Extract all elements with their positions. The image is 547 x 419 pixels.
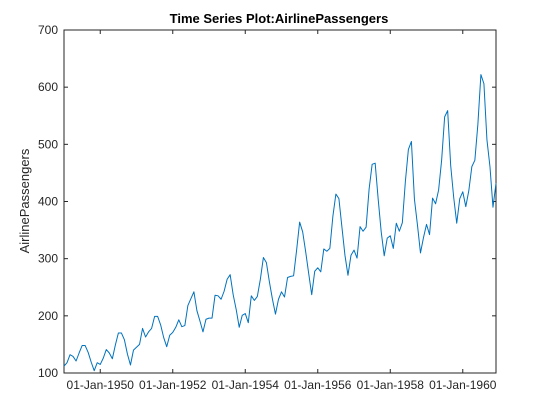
x-tick-label: 01-Jan-1950	[67, 378, 135, 392]
y-tick-label: 700	[38, 23, 58, 37]
chart-title: Time Series Plot:AirlinePassengers	[170, 11, 389, 26]
y-tick-label: 500	[38, 137, 58, 151]
x-tick-label: 01-Jan-1956	[284, 378, 352, 392]
y-tick-label: 300	[38, 252, 58, 266]
y-axis-label: AirlinePassengers	[17, 148, 32, 253]
x-tick-label: 01-Jan-1952	[139, 378, 207, 392]
y-tick-label: 400	[38, 195, 58, 209]
series-group	[63, 74, 497, 372]
x-tick-label: 01-Jan-1960	[429, 378, 497, 392]
x-ticks: 01-Jan-1950 01-Jan-1952 01-Jan-1954 01-Jan-…	[67, 30, 497, 392]
y-tick-label: 600	[38, 80, 58, 94]
series-line	[63, 74, 497, 372]
plot-frame	[63, 29, 497, 374]
y-tick-label: 100	[38, 366, 58, 380]
y-ticks: 100 200 300 400 500 600 700	[38, 23, 496, 380]
y-tick-label: 200	[38, 309, 58, 323]
x-tick-label: 01-Jan-1954	[212, 378, 280, 392]
x-tick-label: 01-Jan-1958	[357, 378, 425, 392]
